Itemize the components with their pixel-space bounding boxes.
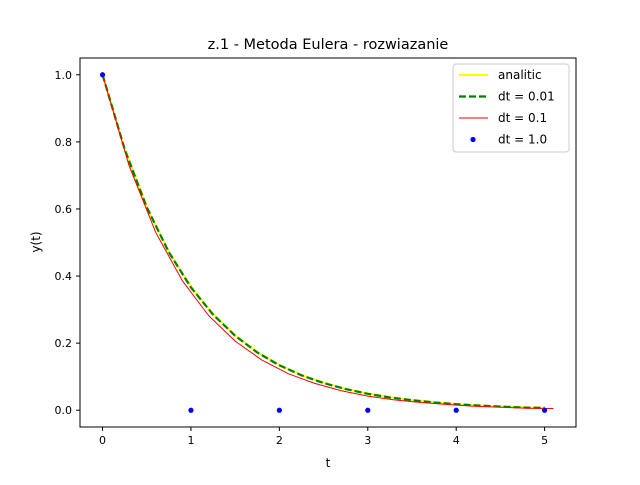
series-layer [99,72,554,413]
legend-label: dt = 0.01 [498,90,555,104]
y-tick-label: 0.0 [55,404,73,417]
y-tick-label: 0.2 [55,337,73,350]
legend-label: analitic [498,68,542,82]
y-tick-label: 1.0 [55,69,73,82]
y-tick-label: 0.8 [55,136,73,149]
x-tick-label: 2 [276,434,283,447]
y-tick-label: 0.4 [55,270,73,283]
data-point [365,407,371,413]
x-tick-label: 0 [99,434,106,447]
legend-label: dt = 0.1 [498,111,547,125]
x-axis: 0 1 2 3 4 5 [99,427,548,447]
plot-area [79,57,577,428]
legend-label: dt = 1.0 [498,133,547,147]
x-tick-label: 5 [541,434,548,447]
chart-title: z.1 - Metoda Eulera - rozwiazanie [208,37,449,53]
plot-frame [79,57,577,428]
data-point [453,407,459,413]
legend-box [452,63,570,153]
x-axis-label: t [326,456,331,470]
y-axis: 0.0 0.2 0.4 0.6 0.8 1.0 [55,69,80,417]
x-tick-label: 1 [187,434,194,447]
data-point [188,407,194,413]
legend-marker [470,136,476,143]
data-point [542,407,548,413]
legend: analitic dt = 0.01 dt = 0.1 dt = 1.0 [452,63,570,153]
y-axis-label: y(t) [29,231,43,252]
legend-entries: analitic dt = 0.01 dt = 0.1 dt = 1.0 [459,68,555,147]
x-tick-label: 3 [364,434,371,447]
data-point [99,72,106,78]
data-point [276,407,282,413]
y-tick-label: 0.6 [55,203,73,216]
series-dt-0-1-line [102,74,554,410]
series-dt-0-01-line [101,74,545,409]
x-tick-label: 4 [453,434,460,447]
